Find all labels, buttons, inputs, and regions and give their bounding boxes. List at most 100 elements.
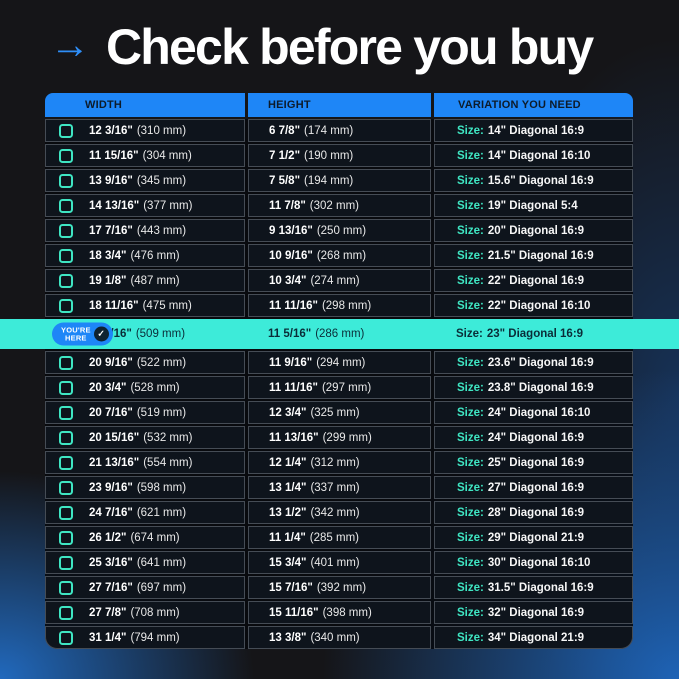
size-value: 29" Diagonal 21:9 <box>487 531 585 544</box>
width-mm: (475 mm) <box>142 299 192 312</box>
size-value: 15.6" Diagonal 16:9 <box>487 174 594 187</box>
checkbox-icon <box>59 530 73 545</box>
variation-cell: Size: 25" Diagonal 16:9 <box>434 451 633 474</box>
width-inches: 17 7/16" <box>89 224 133 237</box>
header-cell-height: HEIGHT <box>248 93 431 117</box>
size-value: 23.6" Diagonal 16:9 <box>487 356 594 369</box>
variation-cell: Size: 28" Diagonal 16:9 <box>434 501 633 524</box>
checkbox-icon <box>59 198 73 213</box>
size-prefix-label: Size: <box>457 581 484 594</box>
checkbox-icon <box>59 605 73 620</box>
height-mm: (312 mm) <box>310 456 360 469</box>
checkbox-icon <box>59 480 73 495</box>
variation-cell: Size: 14" Diagonal 16:10 <box>434 144 633 167</box>
height-cell: 11 5/16" (286 mm) <box>248 319 431 349</box>
checkbox-icon <box>59 555 73 570</box>
variation-cell: Size: 29" Diagonal 21:9 <box>434 526 633 549</box>
width-mm: (641 mm) <box>136 556 187 569</box>
variation-cell: Size: 23" Diagonal 16:9 <box>434 319 633 349</box>
height-inches: 15 11/16" <box>269 606 319 619</box>
width-inches: 14 13/16" <box>89 199 140 212</box>
youre-here-badge: YOU'RE HERE ✓ <box>52 322 113 346</box>
size-prefix-label: Size: <box>457 456 484 469</box>
height-inches: 13 1/2" <box>269 506 307 519</box>
table-header-row: WIDTH HEIGHT VARIATION YOU NEED <box>45 93 633 117</box>
height-inches: 13 1/4" <box>269 481 307 494</box>
size-prefix-label: Size: <box>457 274 484 287</box>
height-mm: (285 mm) <box>309 531 359 544</box>
width-mm: (509 mm) <box>135 328 186 340</box>
height-mm: (250 mm) <box>316 224 367 237</box>
height-mm: (194 mm) <box>304 174 354 187</box>
width-inches: 20 7/16" <box>89 406 133 419</box>
width-value: 25 3/16" (641 mm) <box>89 557 186 569</box>
height-mm: (174 mm) <box>304 124 354 137</box>
checkbox-icon <box>59 380 73 395</box>
table-row: 13 9/16" (345 mm) 7 5/8" (194 mm) Size: 15.… <box>45 169 633 192</box>
size-prefix-label: Size: <box>457 356 484 369</box>
width-value: 20 15/16" (532 mm) <box>89 432 192 444</box>
variation-cell: Size: 23.8" Diagonal 16:9 <box>434 376 633 399</box>
table-row: 27 7/16" (697 mm) 15 7/16" (392 mm) Size: 3… <box>45 576 633 599</box>
height-mm: (274 mm) <box>310 274 360 287</box>
width-mm: (554 mm) <box>143 456 193 469</box>
variation-cell: Size: 21.5" Diagonal 16:9 <box>434 244 633 267</box>
width-mm: (377 mm) <box>143 199 193 212</box>
width-inches: 20 3/4" <box>89 381 127 394</box>
height-mm: (401 mm) <box>310 556 360 569</box>
size-value: 22" Diagonal 16:9 <box>487 274 585 287</box>
height-inches: 12 3/4" <box>269 406 307 419</box>
width-cell: 19 1/8" (487 mm) <box>45 269 245 292</box>
table-row: 20 15/16" (532 mm) 11 13/16" (299 mm) Size… <box>45 426 633 449</box>
height-value: 13 1/4" (337 mm) <box>269 482 360 494</box>
size-prefix-label: Size: <box>457 381 484 394</box>
header-cell-variation: VARIATION YOU NEED <box>434 93 633 117</box>
variation-cell: Size: 14" Diagonal 16:9 <box>434 119 633 142</box>
width-mm: (598 mm) <box>136 481 187 494</box>
header-cell-width: WIDTH <box>45 93 245 117</box>
height-mm: (340 mm) <box>310 631 360 644</box>
variation-cell: Size: 30" Diagonal 16:10 <box>434 551 633 574</box>
width-cell: 20 7/16" (519 mm) <box>45 401 245 424</box>
width-inches: 13 9/16" <box>89 174 133 187</box>
badge-line2: HERE <box>65 333 87 342</box>
height-inches: 7 5/8" <box>269 174 301 187</box>
height-cell: 12 3/4" (325 mm) <box>248 401 431 424</box>
table-body: 12 3/16" (310 mm) 6 7/8" (174 mm) Size: 14"… <box>0 119 679 649</box>
height-value: 11 13/16" (299 mm) <box>269 432 372 444</box>
checkbox-icon <box>59 248 73 263</box>
width-cell: 26 1/2" (674 mm) <box>45 526 245 549</box>
height-cell: 13 3/8" (340 mm) <box>248 626 431 649</box>
height-value: 7 5/8" (194 mm) <box>269 175 353 187</box>
table-row: 17 7/16" (443 mm) 9 13/16" (250 mm) Size: 2… <box>45 219 633 242</box>
table-row: 12 3/16" (310 mm) 6 7/8" (174 mm) Size: 14"… <box>45 119 633 142</box>
table-row: 14 13/16" (377 mm) 11 7/8" (302 mm) Size: 1… <box>45 194 633 217</box>
height-value: 11 1/4" (285 mm) <box>269 532 359 544</box>
variation-cell: Size: 20" Diagonal 16:9 <box>434 219 633 242</box>
height-cell: 15 7/16" (392 mm) <box>248 576 431 599</box>
height-cell: 11 1/4" (285 mm) <box>248 526 431 549</box>
width-inches: 11 15/16" <box>89 149 139 162</box>
height-inches: 11 9/16" <box>269 356 313 369</box>
table-row: 26 1/2" (674 mm) 11 1/4" (285 mm) Size: 29"… <box>45 526 633 549</box>
width-value: 31 1/4" (794 mm) <box>89 632 180 644</box>
width-mm: (443 mm) <box>136 224 187 237</box>
checkbox-icon <box>59 355 73 370</box>
height-value: 11 11/16" (298 mm) <box>269 300 371 312</box>
height-value: 12 3/4" (325 mm) <box>269 407 360 419</box>
height-cell: 13 1/2" (342 mm) <box>248 501 431 524</box>
checkbox-icon <box>59 123 73 138</box>
width-inches: 26 1/2" <box>89 531 127 544</box>
width-mm: (532 mm) <box>143 431 193 444</box>
size-prefix-label: Size: <box>457 556 484 569</box>
width-cell: 18 11/16" (475 mm) <box>45 294 245 317</box>
checkbox-icon <box>59 173 73 188</box>
size-prefix-label: Size: <box>457 124 484 137</box>
height-inches: 11 7/8" <box>269 199 306 212</box>
height-inches: 7 1/2" <box>269 149 301 162</box>
height-value: 11 9/16" (294 mm) <box>269 357 365 369</box>
width-inches: 19 1/8" <box>89 274 127 287</box>
width-value: 17 7/16" (443 mm) <box>89 225 186 237</box>
width-mm: (621 mm) <box>136 506 187 519</box>
table-row: 23 9/16" (598 mm) 13 1/4" (337 mm) Size: 27… <box>45 476 633 499</box>
